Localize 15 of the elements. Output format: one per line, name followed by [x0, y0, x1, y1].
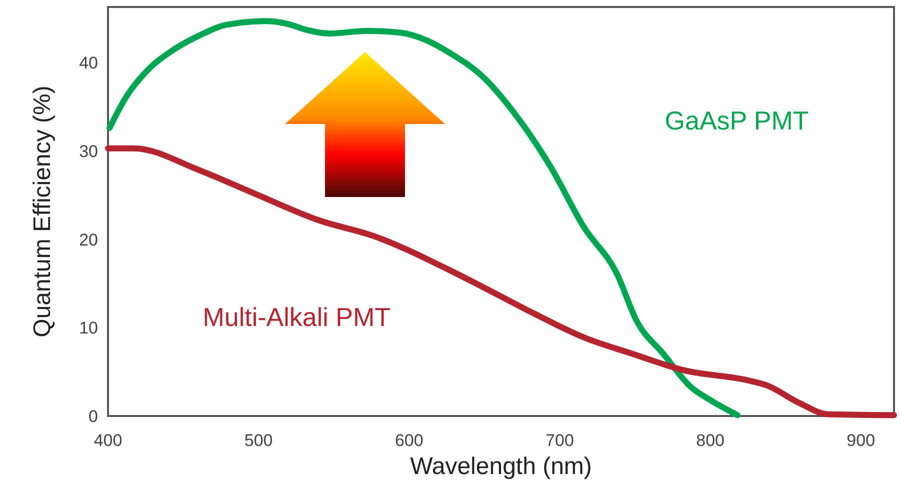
y-tick-label: 30 [79, 142, 98, 161]
x-tick-label: 400 [94, 431, 122, 450]
text: GaAsP PMT [664, 106, 809, 136]
x-tick-label: 800 [696, 431, 724, 450]
x-tick-label: 700 [546, 431, 574, 450]
y-tick-label: 10 [79, 318, 98, 338]
y-tick-label: 20 [79, 230, 98, 250]
y-axis-title: Quantum Efficiency (%) [29, 86, 56, 338]
y-tick-label: 0 [88, 406, 98, 426]
x-axis-title: Wavelength (nm) [410, 453, 592, 480]
x-tick-label: 500 [244, 431, 273, 450]
y-tick-label: 40 [79, 54, 98, 73]
text: Multi-Alkali PMT [202, 302, 391, 332]
x-tick-label: 600 [394, 431, 424, 450]
x-tick-label: 900 [846, 431, 876, 450]
